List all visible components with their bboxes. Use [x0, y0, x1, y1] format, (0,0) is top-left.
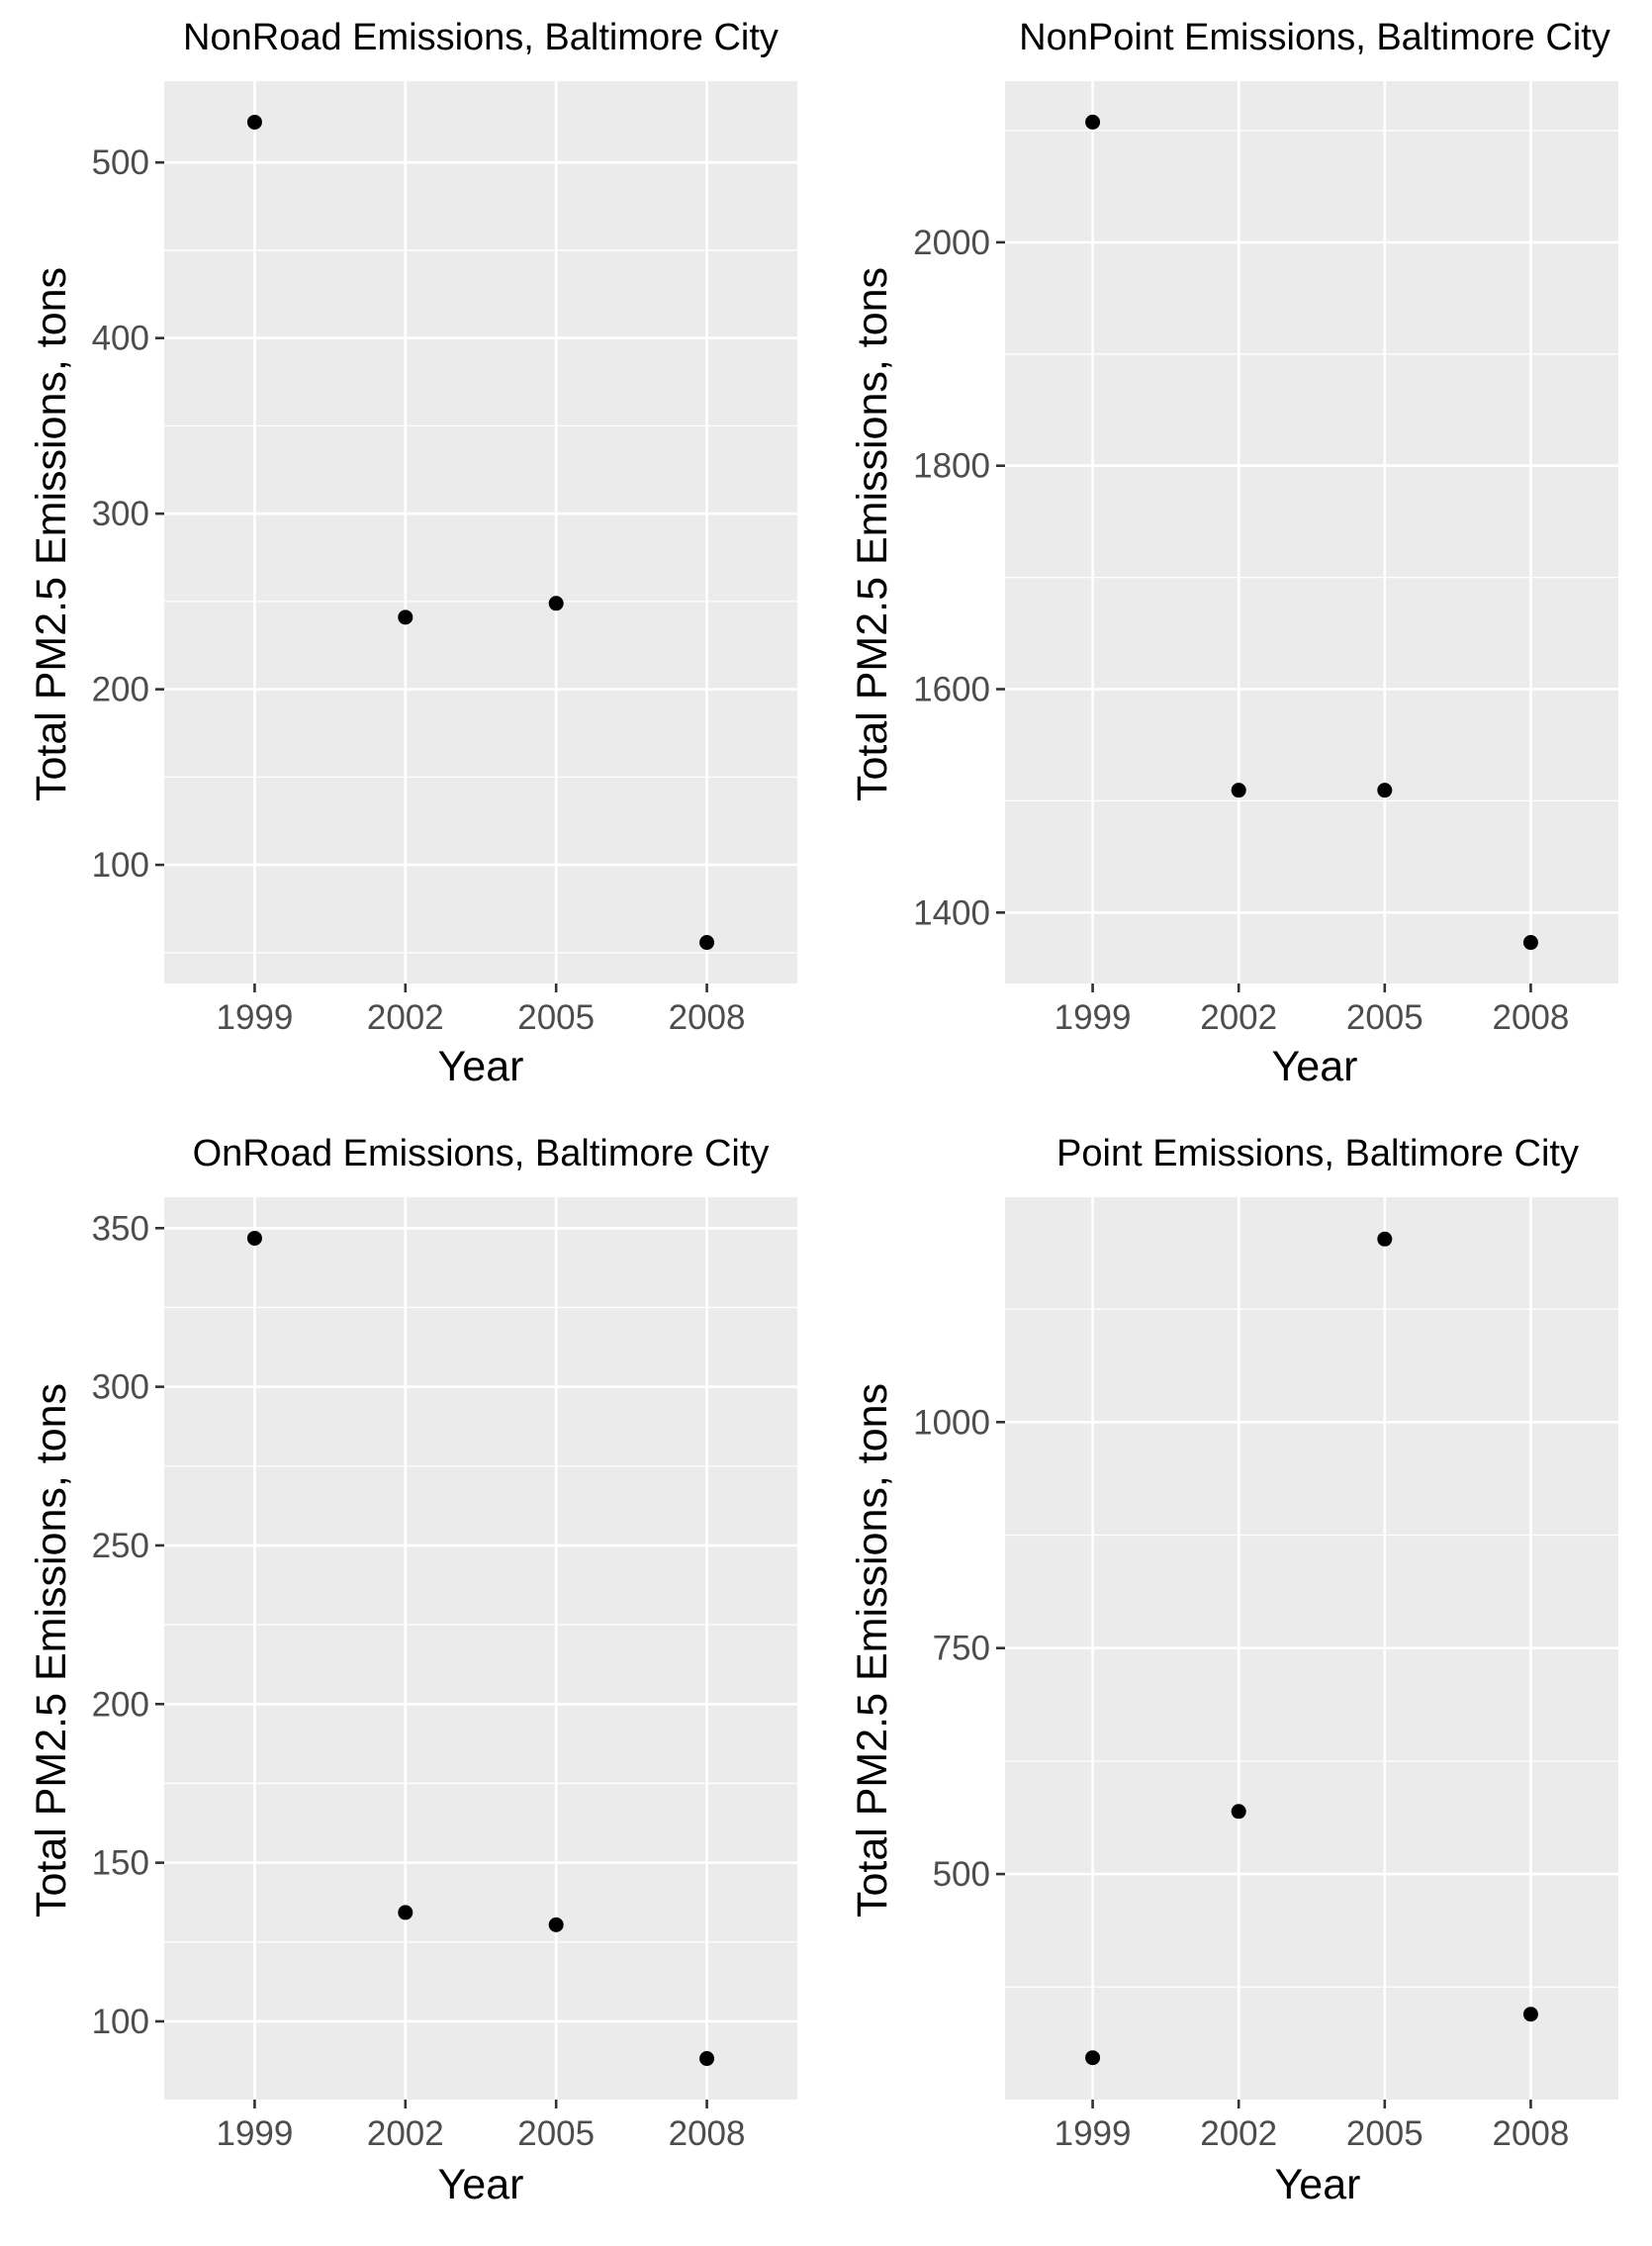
nonroad-plot-area: 100 200 300 400 500 1999 2002 2005 2008: [92, 81, 797, 1037]
point-chart-title: Point Emissions, Baltimore City: [1056, 1133, 1579, 1174]
nonpoint-chart-title: NonPoint Emissions, Baltimore City: [1019, 17, 1610, 58]
point-x-tick-label-2005: 2005: [1346, 2114, 1423, 2153]
nonpoint-point-1999: [1085, 114, 1101, 130]
nonpoint-point-2002: [1231, 783, 1246, 798]
point-plot-area: 500 750 1000 1999 2002 2005 2008: [913, 1197, 1618, 2153]
point-x-tick-label-2008: 2008: [1492, 2114, 1569, 2153]
nonroad-point-2005: [548, 596, 564, 611]
onroad-point-1999: [246, 1230, 262, 1246]
nonpoint-x-tick-label-1999: 1999: [1055, 998, 1132, 1037]
nonpoint-plot-area: 1400 1600 1800 2000 1999 2002 2005 2008: [913, 81, 1618, 1037]
onroad-point-2002: [398, 1905, 413, 1920]
nonpoint-x-tick-label-2005: 2005: [1346, 998, 1423, 1037]
nonpoint-y-tick-label-1400: 1400: [913, 893, 990, 932]
nonroad-chart-title: NonRoad Emissions, Baltimore City: [183, 17, 779, 58]
nonroad-x-tick-label-2005: 2005: [517, 998, 595, 1037]
point-x-tick-label-2002: 2002: [1200, 2114, 1277, 2153]
nonroad-chart: NonRoad Emissions, Baltimore City 100 200…: [28, 17, 797, 1090]
nonpoint-panel-background: [1005, 81, 1618, 983]
nonroad-x-tick-label-2008: 2008: [669, 998, 746, 1037]
onroad-panel-background: [164, 1197, 797, 2100]
nonpoint-y-tick-label-1600: 1600: [913, 671, 990, 709]
onroad-y-tick-label-150: 150: [92, 1844, 149, 1883]
nonroad-y-tick-label-200: 200: [92, 671, 149, 709]
nonroad-y-tick-label-100: 100: [92, 846, 149, 885]
nonpoint-y-tick-label-2000: 2000: [913, 224, 990, 262]
nonroad-point-2002: [398, 609, 413, 625]
nonpoint-x-tick-label-2008: 2008: [1492, 998, 1569, 1037]
nonpoint-point-2008: [1522, 935, 1538, 951]
nonroad-y-tick-label-500: 500: [92, 143, 149, 182]
onroad-point-2008: [699, 2051, 715, 2067]
onroad-x-tick-label-2002: 2002: [367, 2114, 444, 2153]
point-point-1999: [1085, 2050, 1101, 2066]
nonroad-x-tick-label-2002: 2002: [367, 998, 444, 1037]
nonpoint-y-axis-title: Total PM2.5 Emissions, tons: [849, 267, 896, 801]
onroad-y-tick-label-350: 350: [92, 1209, 149, 1248]
point-x-axis-title: Year: [1275, 2161, 1361, 2208]
point-chart: Point Emissions, Baltimore City 500 750 10…: [849, 1133, 1618, 2208]
onroad-y-tick-label-100: 100: [92, 2003, 149, 2041]
onroad-y-tick-label-250: 250: [92, 1527, 149, 1565]
point-y-tick-label-1000: 1000: [913, 1403, 990, 1442]
nonpoint-x-tick-label-2002: 2002: [1200, 998, 1277, 1037]
onroad-plot-area: 100 150 200 250 300 350 1999 2002 2005 2008: [92, 1197, 797, 2153]
point-point-2005: [1377, 1231, 1393, 1247]
onroad-x-tick-label-1999: 1999: [216, 2114, 293, 2153]
point-y-tick-label-750: 750: [933, 1630, 990, 1668]
nonpoint-point-2005: [1377, 783, 1393, 798]
nonpoint-chart: NonPoint Emissions, Baltimore City 14001…: [849, 17, 1618, 1090]
point-point-2008: [1522, 2007, 1538, 2022]
onroad-y-tick-label-300: 300: [92, 1368, 149, 1407]
onroad-point-2005: [548, 1917, 564, 1932]
nonroad-y-tick-label-300: 300: [92, 495, 149, 533]
point-y-tick-label-500: 500: [933, 1855, 990, 1894]
nonroad-point-1999: [246, 114, 262, 130]
nonroad-panel-background: [164, 81, 797, 983]
nonroad-point-2008: [699, 935, 715, 951]
onroad-x-tick-label-2005: 2005: [517, 2114, 595, 2153]
nonroad-y-tick-label-400: 400: [92, 320, 149, 358]
nonpoint-x-axis-title: Year: [1272, 1043, 1358, 1090]
point-x-tick-label-1999: 1999: [1055, 2114, 1132, 2153]
nonroad-x-tick-label-1999: 1999: [216, 998, 293, 1037]
nonpoint-y-tick-label-1800: 1800: [913, 447, 990, 486]
nonroad-y-axis-title: Total PM2.5 Emissions, tons: [28, 267, 75, 801]
onroad-chart: OnRoad Emissions, Baltimore City 100 150 2…: [28, 1133, 797, 2208]
point-y-axis-title: Total PM2.5 Emissions, tons: [849, 1383, 896, 1918]
onroad-chart-title: OnRoad Emissions, Baltimore City: [193, 1133, 770, 1174]
onroad-y-tick-label-200: 200: [92, 1685, 149, 1724]
onroad-x-axis-title: Year: [438, 2161, 524, 2208]
onroad-y-axis-title: Total PM2.5 Emissions, tons: [28, 1383, 75, 1918]
nonroad-x-axis-title: Year: [438, 1043, 524, 1090]
point-point-2002: [1231, 1804, 1246, 1820]
onroad-x-tick-label-2008: 2008: [669, 2114, 746, 2153]
